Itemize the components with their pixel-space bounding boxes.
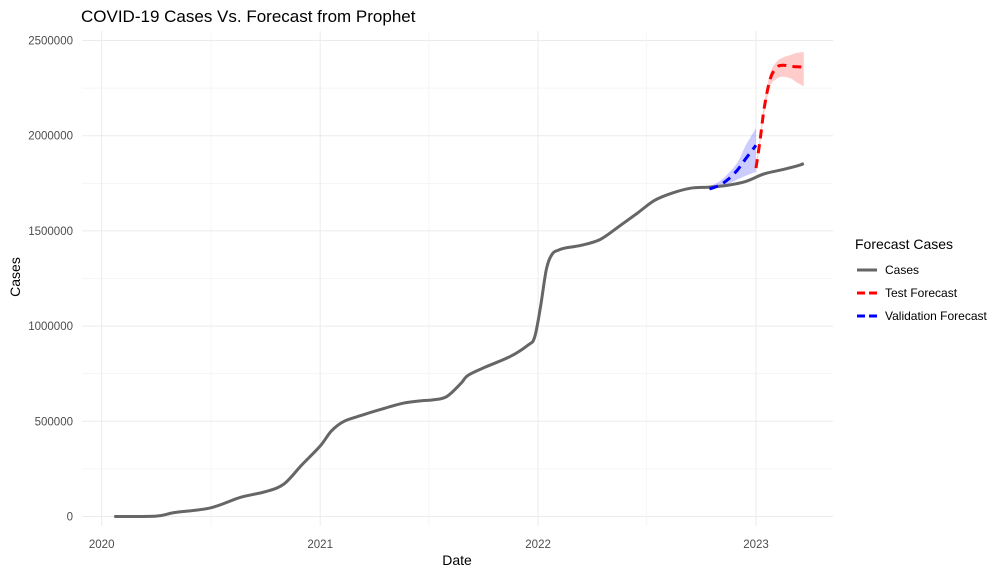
x-tick-label: 2022 — [525, 539, 551, 551]
test-forecast-legend-label: Test Forecast — [885, 286, 958, 300]
legend-title: Forecast Cases — [855, 236, 953, 252]
series-lines — [114, 63, 805, 519]
test-forecast-line — [754, 63, 804, 169]
y-tick-label: 2000000 — [28, 131, 73, 143]
legend-items: Cases Test Forecast Validation Forecast — [857, 263, 987, 323]
validation-forecast-legend-label: Validation Forecast — [885, 309, 987, 323]
y-tick-label: 2500000 — [28, 36, 73, 48]
y-axis-title: Cases — [7, 257, 23, 297]
cases-line — [114, 161, 805, 519]
y-tick-label: 1500000 — [28, 226, 73, 238]
y-tick-label: 500000 — [35, 416, 73, 428]
test-forecast-interval-band — [755, 51, 804, 172]
x-axis-title: Date — [442, 552, 472, 568]
axis-ticks: 0 500000 1000000 1500000 2000000 2500000 2020 2… — [28, 36, 769, 551]
x-tick-label: 2021 — [307, 539, 333, 551]
forecast-intervals — [709, 51, 804, 190]
x-tick-label: 2023 — [743, 539, 769, 551]
y-tick-label: 1000000 — [28, 321, 73, 333]
cases-legend-label: Cases — [885, 263, 919, 277]
validation-forecast-line — [708, 144, 758, 191]
chart-title: COVID-19 Cases Vs. Forecast from Prophet — [81, 7, 416, 26]
grid — [82, 31, 833, 526]
x-tick-label: 2020 — [89, 539, 115, 551]
y-tick-label: 0 — [67, 511, 73, 523]
legend: Forecast Cases Cases Test Forecast Validat… — [855, 236, 987, 323]
validation-forecast-interval-band — [709, 128, 756, 190]
